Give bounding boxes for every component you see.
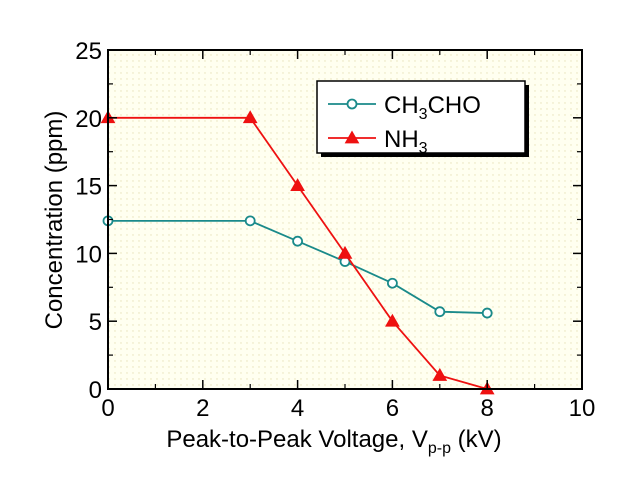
data-point-nh3 (337, 245, 353, 259)
y-tick-label: 0 (89, 377, 102, 404)
y-tick-label: 10 (75, 241, 102, 268)
series-ch3cho (102, 215, 493, 319)
data-point-nh3 (242, 110, 258, 124)
x-axis-label-subscript: p-p (428, 440, 451, 457)
legend-label-nh3: NH3 (384, 126, 428, 157)
data-point-nh3 (290, 178, 305, 191)
ticks-layer: 0 2 4 6 8 10 0 5 10 15 20 25 (75, 38, 595, 422)
x-tick-label: 8 (481, 395, 494, 422)
data-point-ch3cho (292, 235, 304, 247)
y-axis-label: Concentration (ppm) (41, 111, 68, 330)
legend-marker-nh3 (344, 130, 360, 144)
legend-label-ch3cho: CH3CHO (384, 92, 481, 123)
x-tick-label: 4 (291, 395, 304, 422)
data-point-nh3 (385, 313, 400, 327)
y-tick-label: 25 (75, 38, 102, 65)
data-point-ch3cho (386, 277, 398, 289)
x-tick-label: 6 (386, 395, 399, 422)
x-axis-label-main: Peak-to-Peak Voltage, V (166, 426, 428, 453)
x-tick-label: 10 (569, 395, 596, 422)
y-tick-label: 20 (75, 106, 102, 133)
data-point-nh3 (432, 367, 448, 381)
x-axis-label: Peak-to-Peak Voltage, Vp-p (kV) (166, 426, 501, 457)
y-tick-label: 15 (75, 174, 102, 201)
y-tick-label: 5 (89, 309, 102, 336)
series-layer (100, 110, 495, 395)
data-point-ch3cho (244, 215, 256, 227)
x-axis-label-unit: (kV) (451, 426, 502, 453)
data-point-ch3cho (434, 306, 446, 318)
x-tick-label: 0 (101, 395, 114, 422)
data-point-ch3cho (481, 307, 493, 319)
x-tick-label: 2 (196, 395, 209, 422)
legend-marker-ch3cho (346, 98, 358, 110)
